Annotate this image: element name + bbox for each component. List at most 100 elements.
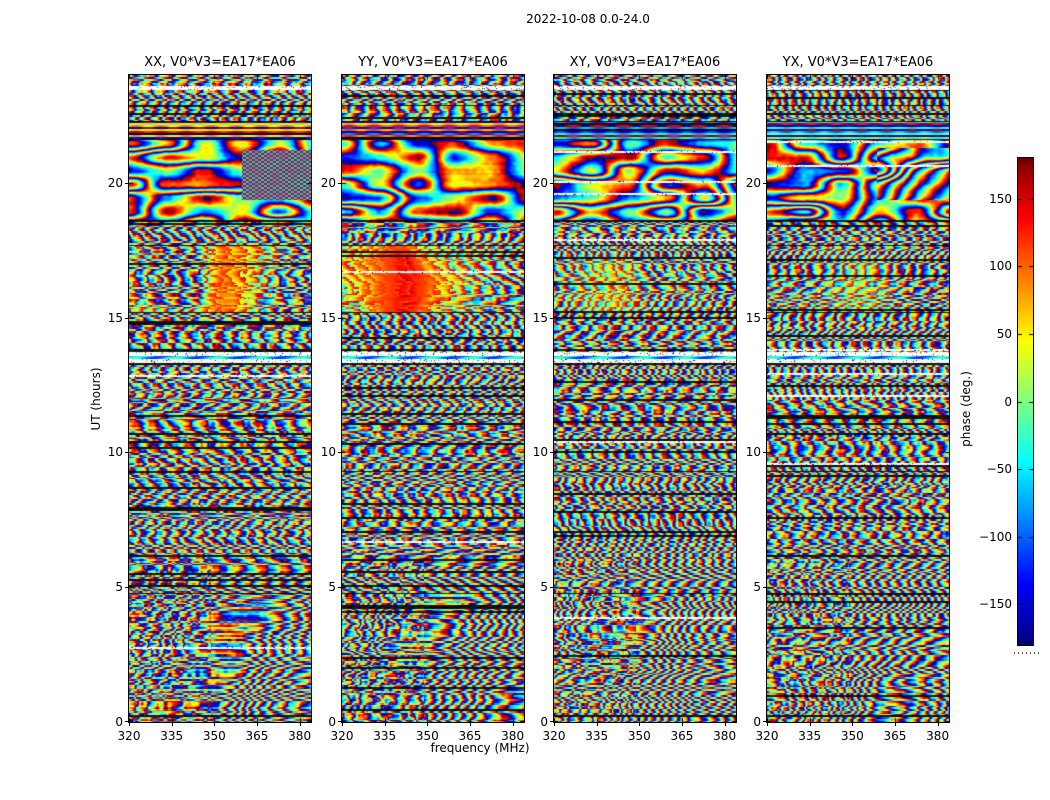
x-tick-mark xyxy=(852,723,853,726)
x-tick-label: 320 xyxy=(755,729,779,743)
y-tick-label: 5 xyxy=(115,580,123,595)
panel-title-xy: XY, V0*V3=EA17*EA06 xyxy=(569,55,721,70)
y-tick-mark xyxy=(125,452,128,453)
y-tick-mark xyxy=(550,318,553,319)
x-tick-label: 335 xyxy=(373,729,397,743)
x-tick-label: 380 xyxy=(501,729,525,743)
y-tick-mark xyxy=(550,587,553,588)
y-tick-mark xyxy=(125,587,128,588)
x-tick-mark xyxy=(682,723,683,726)
y-tick-mark xyxy=(125,721,128,722)
colorbar-tick-label: −100 xyxy=(979,529,1012,544)
y-tick-mark xyxy=(338,587,341,588)
x-tick-mark xyxy=(938,723,939,726)
x-tick-label: 350 xyxy=(840,729,864,743)
x-tick-label: 350 xyxy=(627,729,651,743)
x-tick-label: 335 xyxy=(798,729,822,743)
y-tick-mark xyxy=(763,183,766,184)
x-tick-mark xyxy=(172,723,173,726)
y-tick-label: 15 xyxy=(320,310,336,325)
y-tick-label: 0 xyxy=(328,715,336,729)
y-tick-mark xyxy=(125,318,128,319)
y-tick-label: 15 xyxy=(745,310,761,325)
y-tick-label: 10 xyxy=(745,445,761,460)
x-tick-label: 380 xyxy=(288,729,312,743)
y-tick-mark xyxy=(125,183,128,184)
colorbar-tick-label: 0 xyxy=(1004,394,1012,409)
x-tick-mark xyxy=(895,723,896,726)
colorbar-tick-label: −50 xyxy=(986,462,1012,477)
x-tick-label: 335 xyxy=(160,729,184,743)
y-tick-mark xyxy=(338,452,341,453)
y-tick-label: 15 xyxy=(532,310,548,325)
y-tick-mark xyxy=(763,452,766,453)
x-tick-mark xyxy=(385,723,386,726)
panel-title-yy: YY, V0*V3=EA17*EA06 xyxy=(358,55,508,70)
x-tick-label: 380 xyxy=(713,729,737,743)
x-tick-label: 365 xyxy=(458,729,482,743)
y-tick-mark xyxy=(550,183,553,184)
colorbar-tick-label: 100 xyxy=(989,259,1012,274)
x-tick-mark xyxy=(513,723,514,726)
y-tick-label: 10 xyxy=(107,445,123,460)
x-tick-label: 320 xyxy=(117,729,141,743)
y-tick-label: 0 xyxy=(753,715,761,729)
colorbar-tick-label: −150 xyxy=(979,597,1012,612)
panel-title-yx: YX, V0*V3=EA17*EA06 xyxy=(782,55,934,70)
heatmap-panel-yy xyxy=(342,75,524,722)
y-tick-mark xyxy=(338,183,341,184)
y-tick-label: 20 xyxy=(745,175,761,190)
x-tick-mark xyxy=(300,723,301,726)
y-tick-label: 10 xyxy=(532,445,548,460)
y-tick-mark xyxy=(338,318,341,319)
y-tick-label: 10 xyxy=(320,445,336,460)
x-tick-label: 365 xyxy=(670,729,694,743)
x-tick-label: 365 xyxy=(245,729,269,743)
x-tick-mark xyxy=(597,723,598,726)
x-tick-mark xyxy=(470,723,471,726)
x-tick-label: 350 xyxy=(415,729,439,743)
y-tick-mark xyxy=(338,721,341,722)
y-tick-label: 0 xyxy=(540,715,548,729)
y-tick-mark xyxy=(763,587,766,588)
x-tick-label: 350 xyxy=(202,729,226,743)
x-tick-mark xyxy=(767,723,768,726)
heatmap-panel-xx xyxy=(129,75,311,722)
colorbar-tick-label: 150 xyxy=(989,191,1012,206)
y-tick-label: 0 xyxy=(115,715,123,729)
x-tick-mark xyxy=(342,723,343,726)
y-axis-label: UT (hours) xyxy=(89,367,103,431)
y-tick-label: 5 xyxy=(328,580,336,595)
x-tick-mark xyxy=(725,723,726,726)
x-tick-mark xyxy=(554,723,555,726)
heatmap-panel-yx xyxy=(767,75,949,722)
figure-title: 2022-10-08 0.0-24.0 xyxy=(526,12,650,26)
y-tick-mark xyxy=(550,721,553,722)
x-axis-label: frequency (MHz) xyxy=(430,741,530,755)
x-tick-label: 335 xyxy=(585,729,609,743)
x-tick-label: 320 xyxy=(330,729,354,743)
colorbar-tick-label: 50 xyxy=(996,326,1012,341)
y-tick-label: 20 xyxy=(320,175,336,190)
x-tick-mark xyxy=(810,723,811,726)
x-tick-mark xyxy=(129,723,130,726)
x-tick-mark xyxy=(639,723,640,726)
x-tick-label: 365 xyxy=(883,729,907,743)
y-tick-mark xyxy=(763,721,766,722)
y-tick-label: 5 xyxy=(753,580,761,595)
x-tick-mark xyxy=(214,723,215,726)
y-tick-label: 5 xyxy=(540,580,548,595)
heatmap-panel-xy xyxy=(554,75,736,722)
colorbar-underflow-dots xyxy=(1014,652,1040,654)
x-tick-mark xyxy=(257,723,258,726)
y-tick-label: 20 xyxy=(107,175,123,190)
colorbar xyxy=(1018,158,1033,645)
panel-title-xx: XX, V0*V3=EA17*EA06 xyxy=(144,55,296,70)
x-tick-mark xyxy=(427,723,428,726)
x-tick-label: 380 xyxy=(926,729,950,743)
y-tick-label: 20 xyxy=(532,175,548,190)
x-tick-label: 320 xyxy=(542,729,566,743)
y-tick-mark xyxy=(550,452,553,453)
y-tick-label: 15 xyxy=(107,310,123,325)
